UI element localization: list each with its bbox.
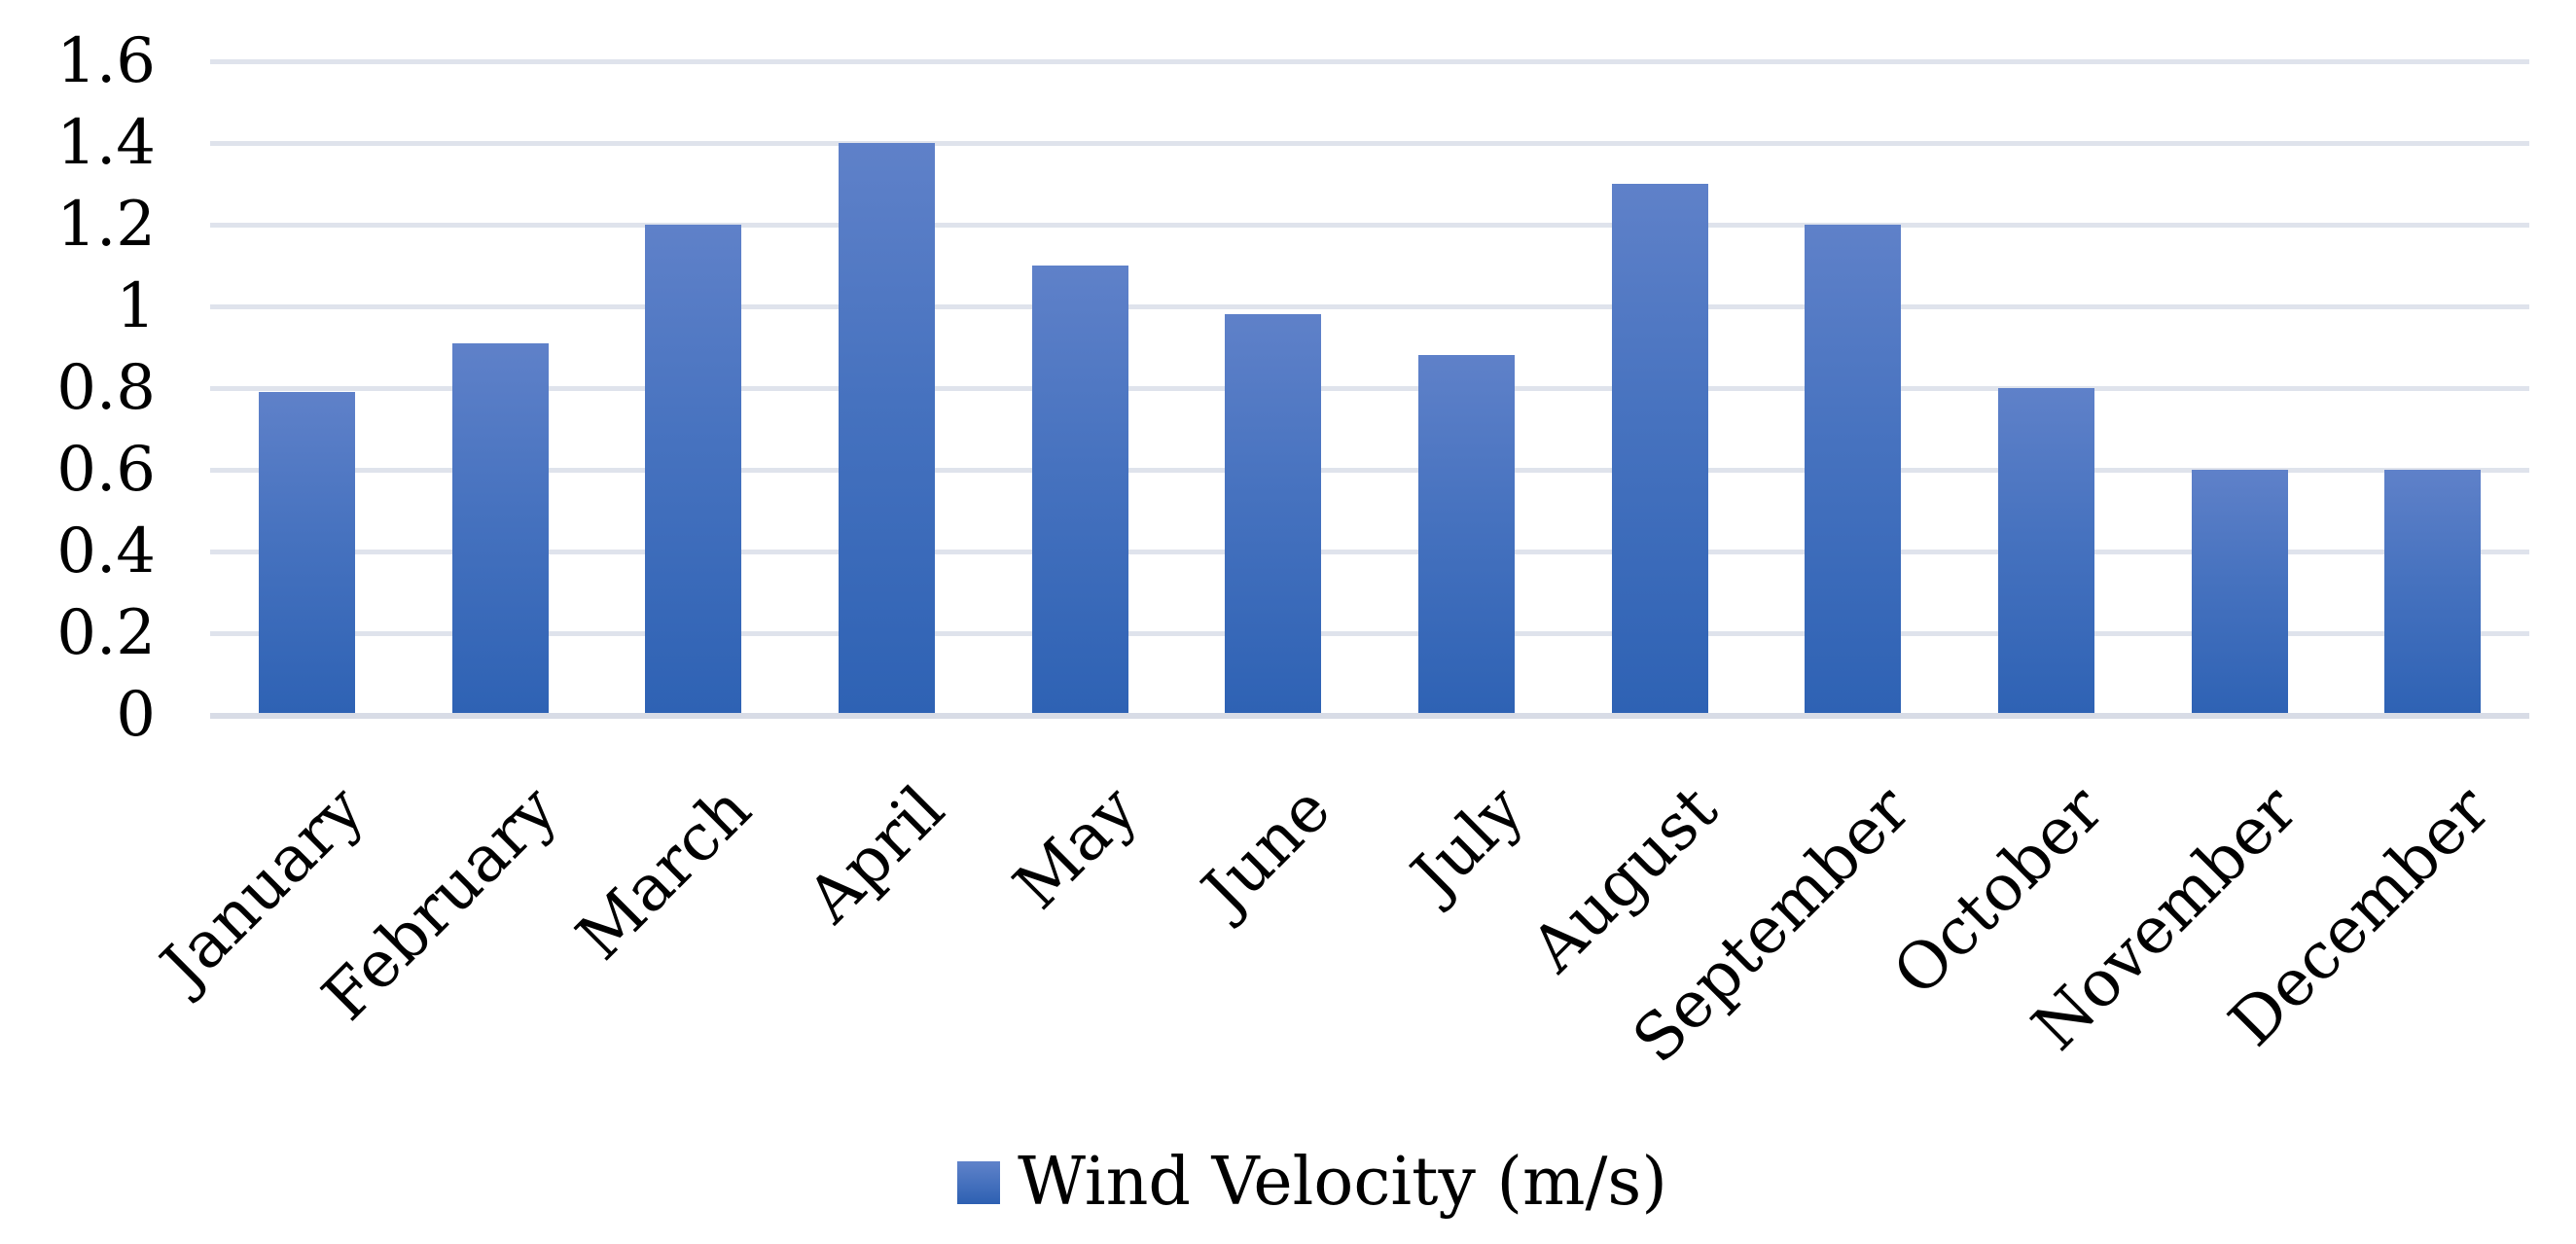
y-tick-label-0.4: 0.4: [56, 515, 156, 587]
legend: Wind Velocity (m/s): [24, 1148, 2576, 1218]
bar-march: [645, 225, 742, 715]
x-axis-label-march: March: [561, 771, 766, 975]
bar-february: [451, 342, 549, 715]
gridline-0.6: [210, 467, 2529, 473]
x-axis-label-may: May: [999, 771, 1152, 924]
gridline-0.2: [210, 630, 2529, 636]
y-tick-label-1: 1: [116, 270, 156, 342]
y-tick-label-0: 0: [116, 679, 156, 751]
bar-april: [838, 143, 935, 715]
x-axis-label-june: June: [1188, 771, 1345, 929]
gridline-1.2: [210, 222, 2529, 228]
legend-series-label: Wind Velocity (m/s): [1018, 1144, 1667, 1221]
y-tick-label-1.6: 1.6: [56, 25, 156, 97]
bar-november: [2191, 470, 2288, 715]
gridline-1.6: [210, 58, 2529, 64]
gridline-0.8: [210, 385, 2529, 391]
bar-july: [1417, 355, 1515, 715]
y-tick-label-0.2: 0.2: [56, 597, 156, 669]
bar-may: [1031, 266, 1128, 715]
x-axis-line: [210, 713, 2529, 719]
y-tick-label-0.8: 0.8: [56, 352, 156, 424]
gridline-1: [210, 303, 2529, 309]
x-axis-label-april: April: [792, 771, 958, 938]
bar-december: [2384, 470, 2482, 715]
gridline-1.4: [210, 140, 2529, 146]
x-axis-label-july: July: [1397, 771, 1538, 912]
gridline-0.4: [210, 549, 2529, 554]
bar-june: [1225, 314, 1322, 715]
legend-swatch-icon: [957, 1161, 1001, 1204]
y-tick-label-1.2: 1.2: [56, 189, 156, 261]
bar-august: [1611, 184, 1708, 715]
bar-september: [1805, 225, 1902, 715]
y-tick-label-1.4: 1.4: [56, 107, 156, 179]
y-tick-label-0.6: 0.6: [56, 434, 156, 506]
bar-january: [258, 392, 355, 715]
bar-october: [1997, 388, 2094, 715]
